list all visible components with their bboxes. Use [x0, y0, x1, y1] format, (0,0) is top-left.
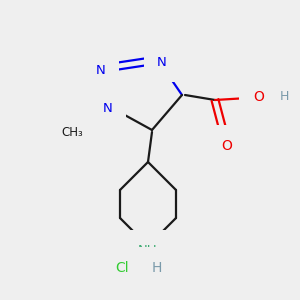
Text: H: H — [152, 261, 162, 275]
Text: O: O — [253, 90, 264, 104]
Text: N: N — [157, 56, 167, 68]
Text: Cl: Cl — [115, 261, 129, 275]
Text: CH₃: CH₃ — [61, 127, 83, 140]
Text: N: N — [96, 64, 106, 76]
Text: H: H — [280, 91, 290, 103]
Text: O: O — [222, 139, 232, 153]
Text: NH: NH — [138, 244, 158, 256]
Text: N: N — [103, 101, 113, 115]
